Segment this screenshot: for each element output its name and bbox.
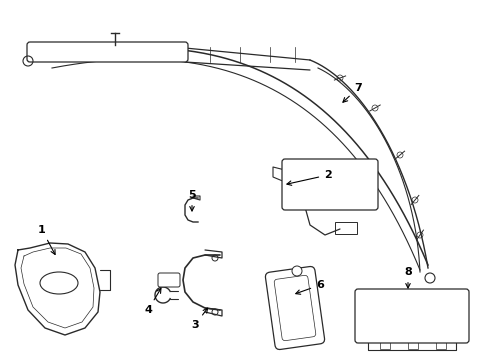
FancyBboxPatch shape: [27, 42, 187, 62]
Bar: [435, 341, 445, 349]
Text: 7: 7: [342, 83, 361, 102]
Text: 4: 4: [144, 288, 161, 315]
FancyBboxPatch shape: [282, 159, 377, 210]
Bar: [334, 222, 356, 234]
Polygon shape: [15, 243, 100, 335]
Text: 5: 5: [188, 190, 195, 211]
FancyBboxPatch shape: [158, 273, 180, 287]
Text: 1: 1: [38, 225, 55, 255]
Bar: [407, 341, 417, 349]
FancyBboxPatch shape: [354, 289, 468, 343]
FancyBboxPatch shape: [265, 266, 324, 350]
Bar: [379, 341, 389, 349]
Text: 6: 6: [295, 280, 323, 294]
Text: 8: 8: [403, 267, 411, 288]
Text: 3: 3: [191, 308, 207, 330]
Text: 2: 2: [286, 170, 331, 185]
Circle shape: [291, 266, 302, 276]
Ellipse shape: [40, 272, 78, 294]
